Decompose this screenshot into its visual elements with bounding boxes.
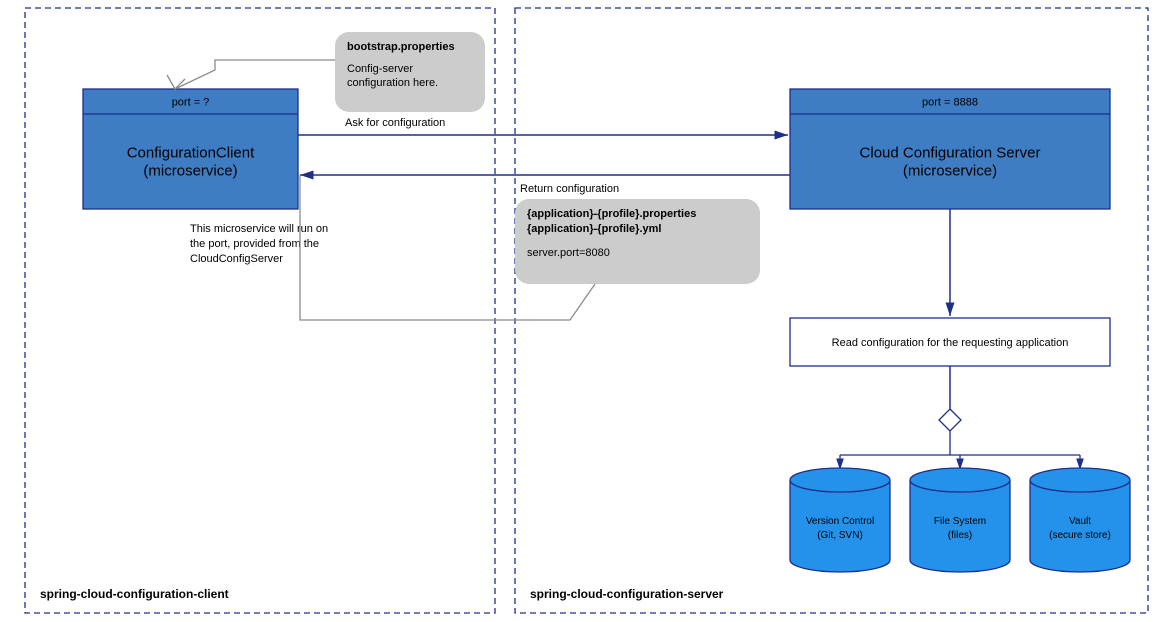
cylinder-label: (files) xyxy=(948,530,972,541)
note-bootstrap-line: Config-server xyxy=(347,63,413,75)
client-container-label: spring-cloud-configuration-client xyxy=(40,587,229,601)
client-box-title1: ConfigurationClient xyxy=(127,145,255,162)
client-box-title2: (microservice) xyxy=(143,163,237,180)
cylinder-label: (Git, SVN) xyxy=(817,530,863,541)
cylinder-top xyxy=(910,468,1010,492)
note-result-line: {application}-{profile}.yml xyxy=(527,223,661,235)
note-result-line: {application}-{profile}.properties xyxy=(527,208,696,220)
note-bootstrap-line: bootstrap.properties xyxy=(347,41,455,53)
client-note: CloudConfigServer xyxy=(190,253,283,265)
server-box-title1: Cloud Configuration Server xyxy=(860,145,1041,162)
cylinder-label: (secure store) xyxy=(1049,530,1111,541)
cylinder-label: Version Control xyxy=(806,516,874,527)
client-box-port: port = ? xyxy=(172,97,210,109)
bootstrap-connector xyxy=(175,60,335,89)
cylinder-label: File System xyxy=(934,516,986,527)
ask-label: Ask for configuration xyxy=(345,117,445,129)
note-bootstrap-line: configuration here. xyxy=(347,77,438,89)
read-box-label: Read configuration for the requesting ap… xyxy=(832,337,1069,349)
decision-diamond xyxy=(939,409,961,431)
bootstrap-connector-head xyxy=(167,75,185,89)
server-box-port: port = 8888 xyxy=(922,97,978,109)
return-label: Return configuration xyxy=(520,183,619,195)
cylinder-top xyxy=(1030,468,1130,492)
cylinder-top xyxy=(790,468,890,492)
note-result-line: server.port=8080 xyxy=(527,247,610,259)
cylinder-label: Vault xyxy=(1069,516,1091,527)
server-container-label: spring-cloud-configuration-server xyxy=(530,587,724,601)
client-note: This microservice will run on xyxy=(190,223,328,235)
server-box-title2: (microservice) xyxy=(903,163,997,180)
